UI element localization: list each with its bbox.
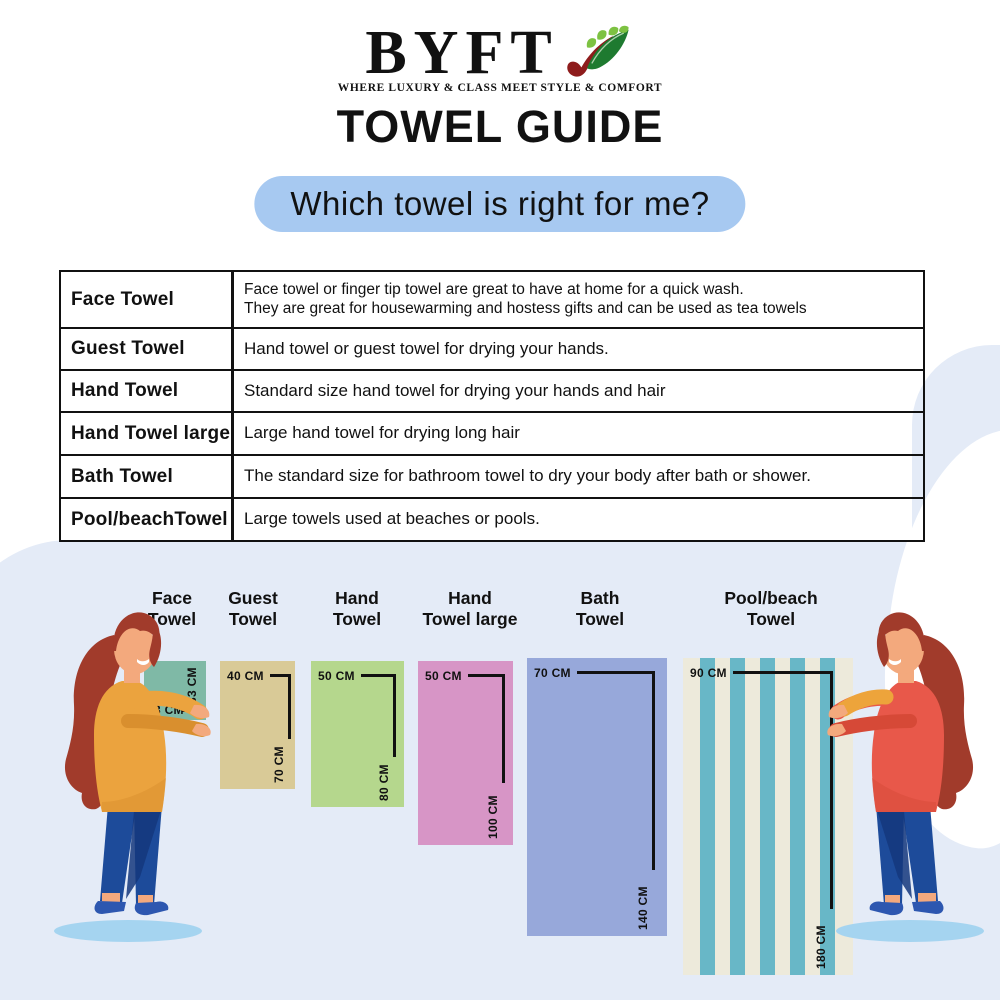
towel-column-label: Hand Towel large: [423, 588, 518, 630]
towel-stripe: [760, 658, 775, 975]
towel-type-label: Guest Towel: [61, 329, 234, 369]
leaf-logo-icon: [563, 24, 635, 87]
towel-type-label: Bath Towel: [61, 456, 234, 497]
dimension-line: [733, 671, 830, 674]
towel-swatch-guest-towel: [220, 661, 295, 789]
towel-type-label: Face Towel: [61, 272, 234, 327]
height-dimension-label: 100 CM: [486, 795, 500, 839]
dimension-line: [288, 674, 291, 739]
towel-swatch-hand-towel: [311, 661, 404, 807]
towel-column-label: Bath Towel: [576, 588, 624, 630]
towel-type-label: Hand Towel: [61, 371, 234, 411]
dimension-line: [830, 671, 833, 909]
width-dimension-label: 50 CM: [425, 669, 462, 683]
woman-holding-face-towel-illustration: [36, 597, 216, 947]
table-row: Hand Towel large Large hand towel for dry…: [61, 413, 923, 456]
towel-stripe: [700, 658, 715, 975]
dimension-line: [468, 674, 502, 677]
towel-column-label: Pool/beach Towel: [724, 588, 817, 630]
towel-column-label-line: Hand: [335, 588, 379, 608]
towel-description: Large towels used at beaches or pools.: [244, 509, 540, 529]
towel-column-label-line: Pool/beach: [724, 588, 818, 608]
table-row: Guest Towel Hand towel or guest towel for…: [61, 329, 923, 371]
towel-column-label-line: Towel: [332, 609, 382, 629]
towel-description-table: Face Towel Face towel or finger tip towel…: [59, 270, 925, 542]
towel-column-label: Face Towel: [148, 588, 196, 630]
dimension-line: [361, 674, 393, 677]
towel-description: Face towel or finger tip towel are great…: [244, 280, 807, 317]
width-dimension-label: 40 CM: [227, 669, 264, 683]
woman-holding-pool-towel-illustration: [822, 597, 1000, 947]
towel-swatch-pool-beach-towel: [683, 658, 853, 975]
towel-column-label-line: Towel: [228, 609, 278, 629]
towel-description: The standard size for bathroom towel to …: [244, 466, 811, 486]
dimension-line: [393, 674, 396, 757]
width-dimension-label: 90 CM: [690, 666, 727, 680]
towel-stripe: [730, 658, 745, 975]
towel-type-label: Pool/beachTowel: [61, 499, 234, 540]
height-dimension-label: 70 CM: [272, 746, 286, 783]
towel-stripe: [790, 658, 805, 975]
towel-description: Large hand towel for drying long hair: [244, 423, 520, 443]
towel-column-label: Hand Towel: [333, 588, 381, 630]
towel-swatch-bath-towel: [527, 658, 667, 936]
table-row: Bath Towel The standard size for bathroom…: [61, 456, 923, 499]
towel-column-label-line: Towel: [746, 609, 796, 629]
brand-logo: BYFT: [0, 22, 1000, 87]
dimension-line: [652, 671, 655, 870]
dimension-line: [577, 671, 652, 674]
brand-tagline: WHERE LUXURY & CLASS MEET STYLE & COMFOR…: [337, 82, 663, 94]
towel-column-label-line: Hand: [448, 588, 492, 608]
towel-column-label-line: Towel large: [422, 609, 518, 629]
towel-description: Standard size hand towel for drying your…: [244, 380, 666, 400]
table-row: Face Towel Face towel or finger tip towel…: [61, 272, 923, 329]
towel-description: Hand towel or guest towel for drying you…: [244, 338, 609, 358]
dimension-line: [270, 674, 288, 677]
towel-type-label: Hand Towel large: [61, 413, 234, 454]
towel-column-label-line: Towel: [147, 609, 197, 629]
question-banner: Which towel is right for me?: [254, 176, 746, 232]
width-dimension-label: 50 CM: [318, 669, 355, 683]
towel-column-label-line: Face: [152, 588, 192, 608]
height-dimension-label: 80 CM: [377, 764, 391, 801]
page-title: TOWEL GUIDE: [336, 101, 664, 152]
height-dimension-label: 140 CM: [636, 886, 650, 930]
brand-logo-text: BYFT: [365, 19, 559, 87]
table-row: Hand Towel Standard size hand towel for d…: [61, 371, 923, 413]
towel-column-label: Guest Towel: [228, 588, 278, 630]
towel-column-label-line: Towel: [575, 609, 625, 629]
width-dimension-label: 70 CM: [534, 666, 571, 680]
table-row: Pool/beachTowel Large towels used at beac…: [61, 499, 923, 540]
towel-swatch-hand-towel-large: [418, 661, 513, 845]
towel-column-label-line: Guest: [228, 588, 278, 608]
towel-column-label-line: Bath: [580, 588, 620, 608]
dimension-line: [502, 674, 505, 783]
